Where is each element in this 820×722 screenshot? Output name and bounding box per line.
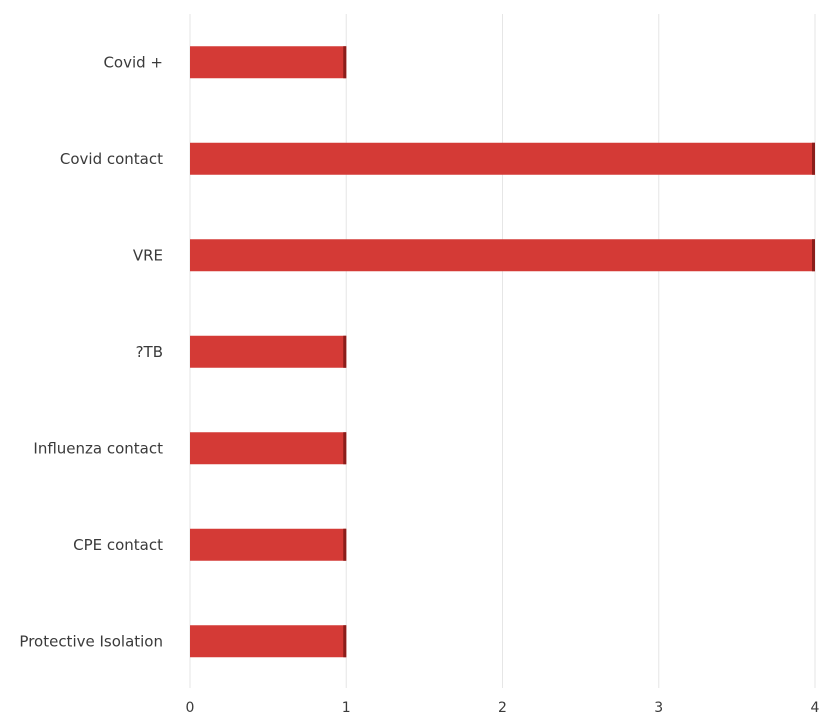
bar-0[interactable] bbox=[190, 46, 347, 79]
bar-1[interactable] bbox=[190, 142, 815, 175]
bar-3[interactable] bbox=[190, 335, 347, 368]
gridlines bbox=[189, 14, 816, 688]
category-label: Influenza contact bbox=[33, 439, 163, 457]
category-label: Covid + bbox=[103, 53, 163, 71]
category-label: VRE bbox=[133, 246, 163, 264]
bar-end-cap-6 bbox=[343, 625, 347, 658]
bar-end-cap-0 bbox=[343, 46, 347, 79]
x-tick-label: 4 bbox=[811, 700, 820, 716]
bar-2[interactable] bbox=[190, 239, 815, 272]
category-label: CPE contact bbox=[73, 536, 163, 554]
x-axis-tick-labels: 0 1 2 3 4 bbox=[186, 700, 820, 716]
bar-5[interactable] bbox=[190, 528, 347, 561]
bar-end-cap-4 bbox=[343, 432, 347, 465]
category-label: Covid contact bbox=[60, 150, 163, 168]
x-tick-label: 3 bbox=[654, 700, 663, 716]
bar-end-cap-1 bbox=[812, 142, 815, 175]
x-tick-label: 2 bbox=[498, 700, 507, 716]
bars bbox=[190, 46, 815, 658]
bar-end-cap-2 bbox=[812, 239, 815, 272]
x-tick-label: 0 bbox=[186, 700, 195, 716]
category-labels: Covid + Covid contact VRE ?TB Influenza cont… bbox=[19, 53, 163, 650]
bar-6[interactable] bbox=[190, 625, 347, 658]
x-tick-label: 1 bbox=[342, 700, 351, 716]
category-label: Protective Isolation bbox=[19, 632, 163, 650]
bar-end-cap-5 bbox=[343, 528, 347, 561]
bar-end-cap-3 bbox=[343, 335, 347, 368]
bar-4[interactable] bbox=[190, 432, 347, 465]
category-label: ?TB bbox=[136, 343, 163, 361]
